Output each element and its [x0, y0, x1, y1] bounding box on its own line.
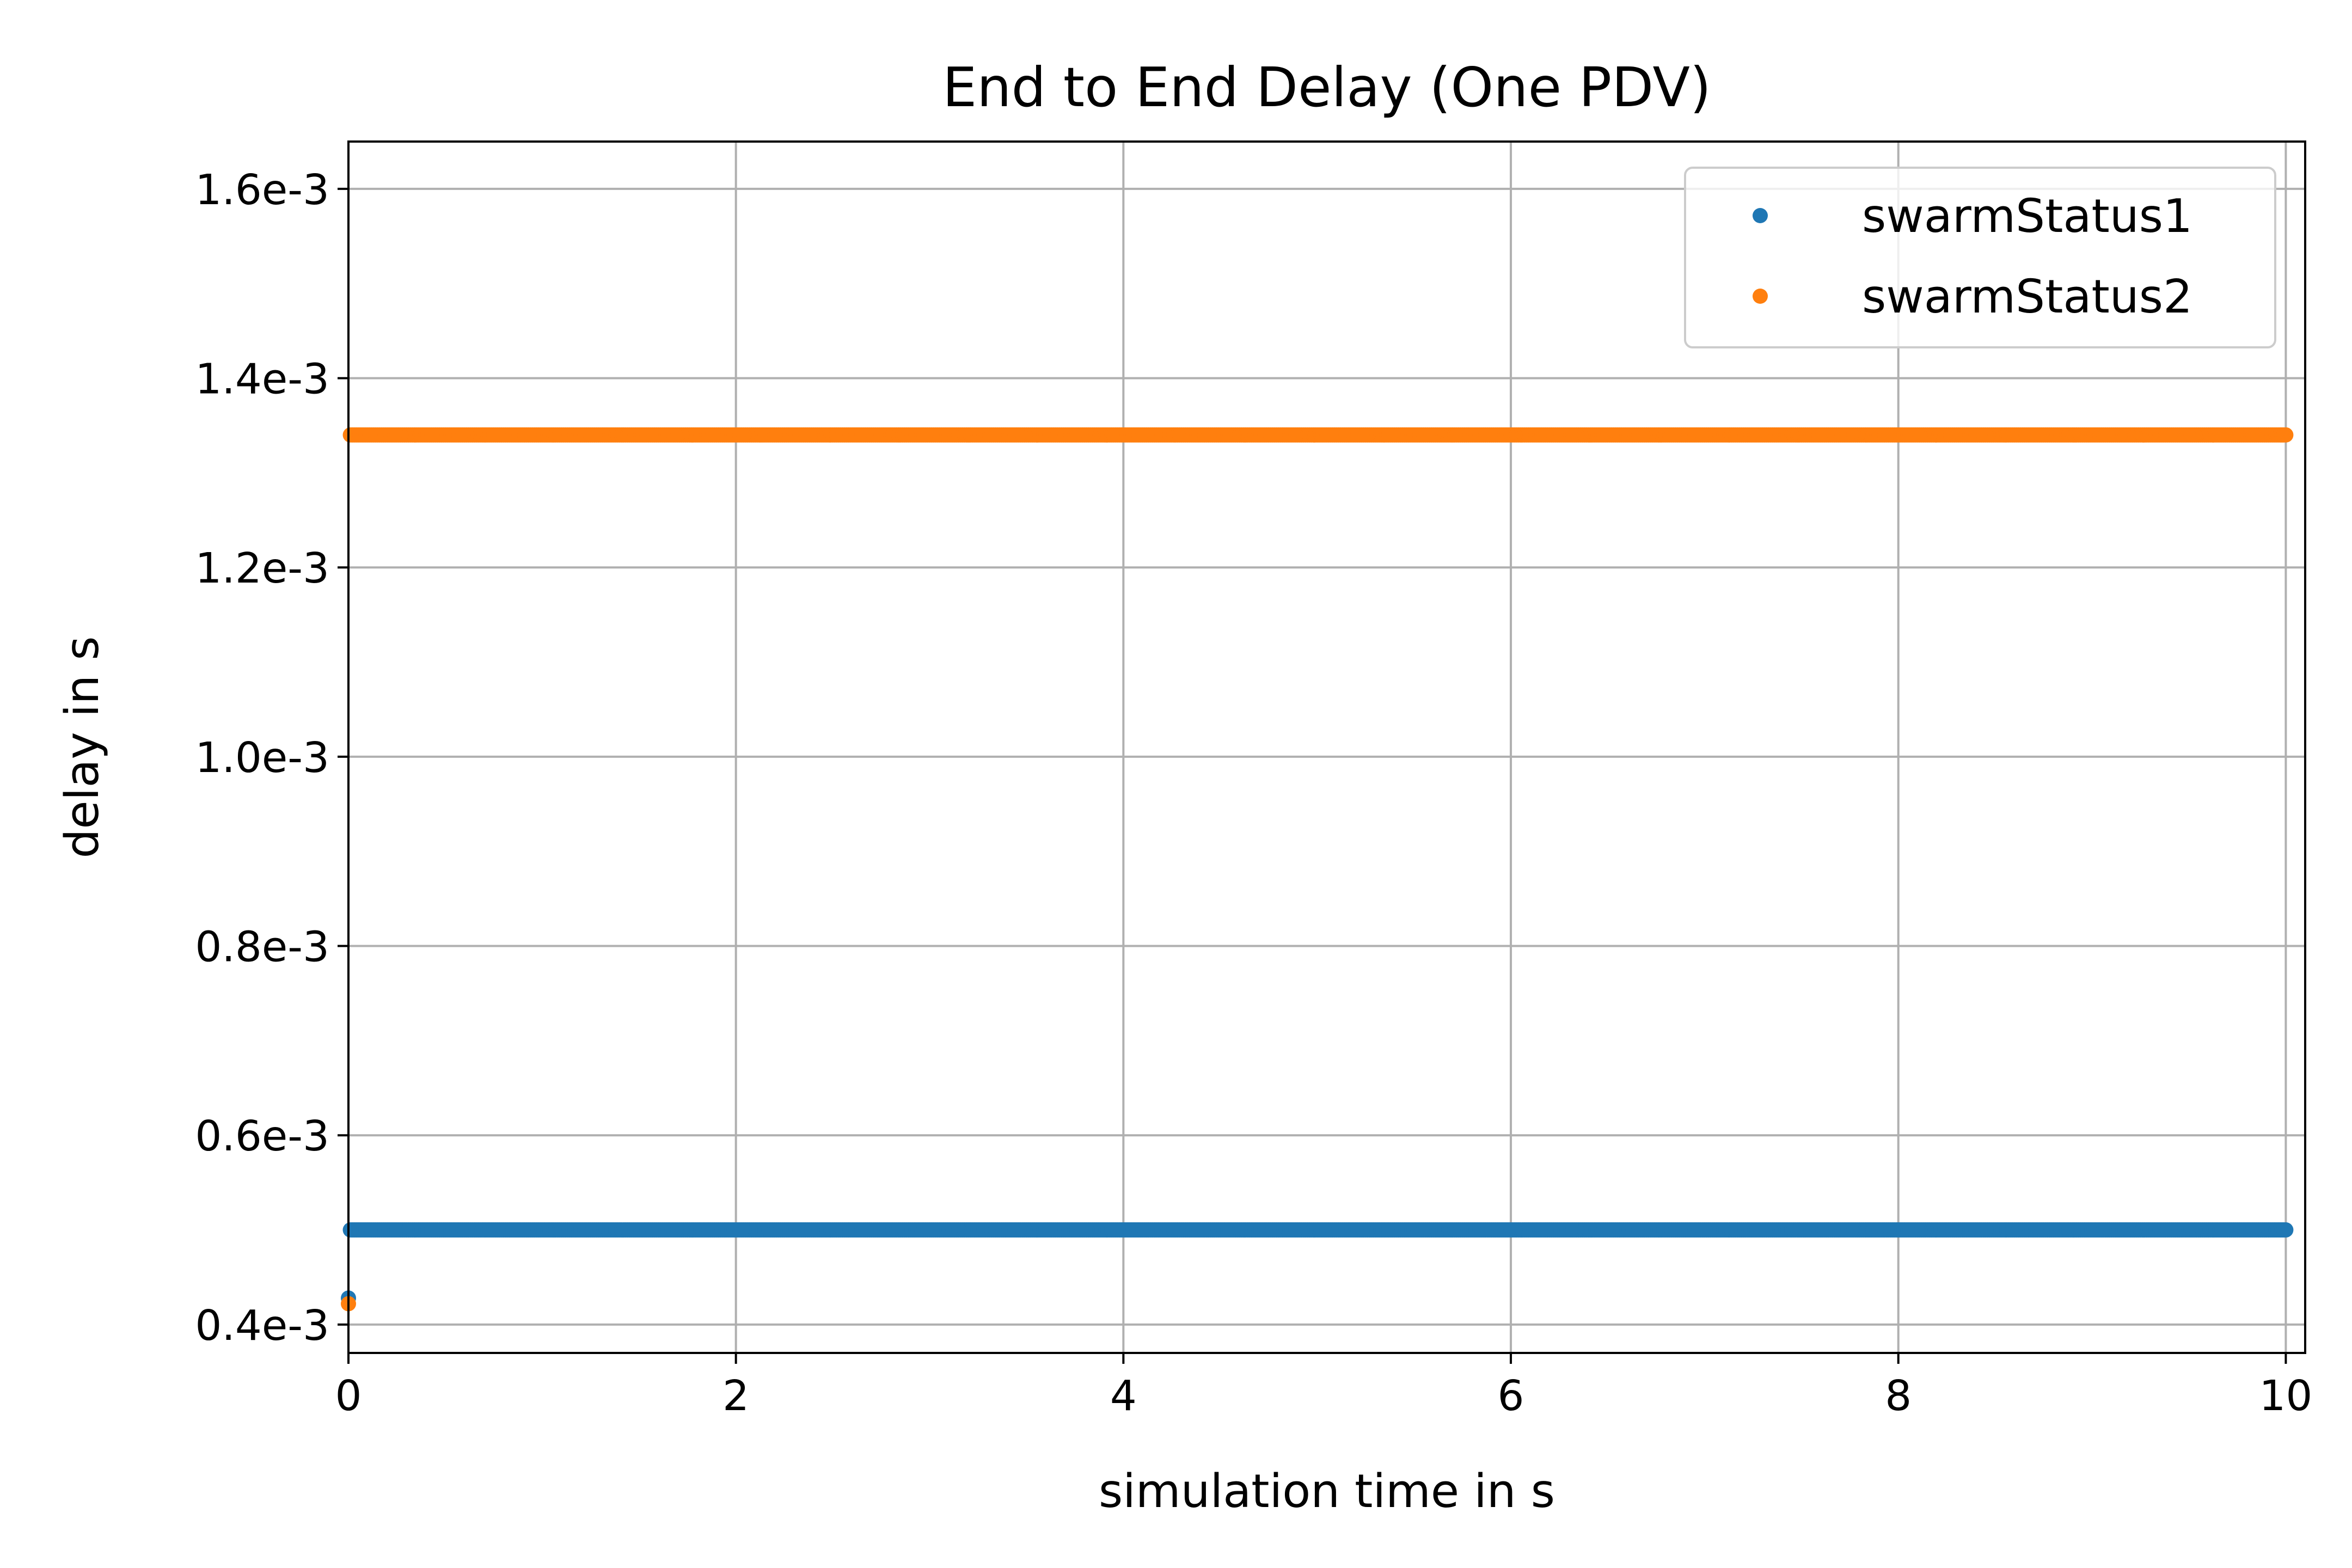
legend-marker [1753, 289, 1768, 304]
legend: swarmStatus1 swarmStatus2 [1684, 167, 2276, 348]
x-tick-label: 4 [1110, 1372, 1137, 1420]
y-tick-label: 1.2e-3 [195, 544, 329, 593]
legend-marker [1753, 208, 1768, 223]
x-tick-label: 8 [1885, 1372, 1912, 1420]
grid-lines [347, 142, 2305, 1353]
x-axis-label: simulation time in s [1099, 1465, 1555, 1518]
y-axis-label: delay in s [56, 636, 109, 858]
legend-box [1684, 167, 2276, 348]
series-swarmStatus1 [341, 1222, 2294, 1306]
x-tick-label: 2 [722, 1372, 749, 1420]
y-tick-label: 0.4e-3 [195, 1302, 329, 1350]
chart-title: End to End Delay (One PDV) [942, 56, 1711, 119]
y-tick-label: 1.4e-3 [195, 356, 329, 404]
legend-label: swarmStatus1 [1862, 189, 2192, 243]
y-tick-label: 0.8e-3 [195, 923, 329, 972]
data-point [2278, 427, 2294, 443]
x-tick-label: 10 [2259, 1372, 2312, 1420]
data-points [341, 427, 2294, 1312]
legend-label: swarmStatus2 [1862, 270, 2192, 324]
y-tick-label: 0.6e-3 [195, 1112, 329, 1161]
x-tick-label: 6 [1498, 1372, 1524, 1420]
data-point [2278, 1222, 2294, 1238]
plot-frame [347, 140, 2306, 1354]
x-tick-label: 0 [335, 1372, 362, 1420]
series-swarmStatus2 [341, 427, 2294, 1312]
y-tick-label: 1.0e-3 [195, 734, 329, 782]
axis-ticks: 0 2 4 6 8 10 0.4e-3 0.6e-3 0.8e-3 1.0e-3 1.2e-3 1.4… [195, 166, 2312, 1420]
y-tick-label: 1.6e-3 [195, 166, 329, 215]
